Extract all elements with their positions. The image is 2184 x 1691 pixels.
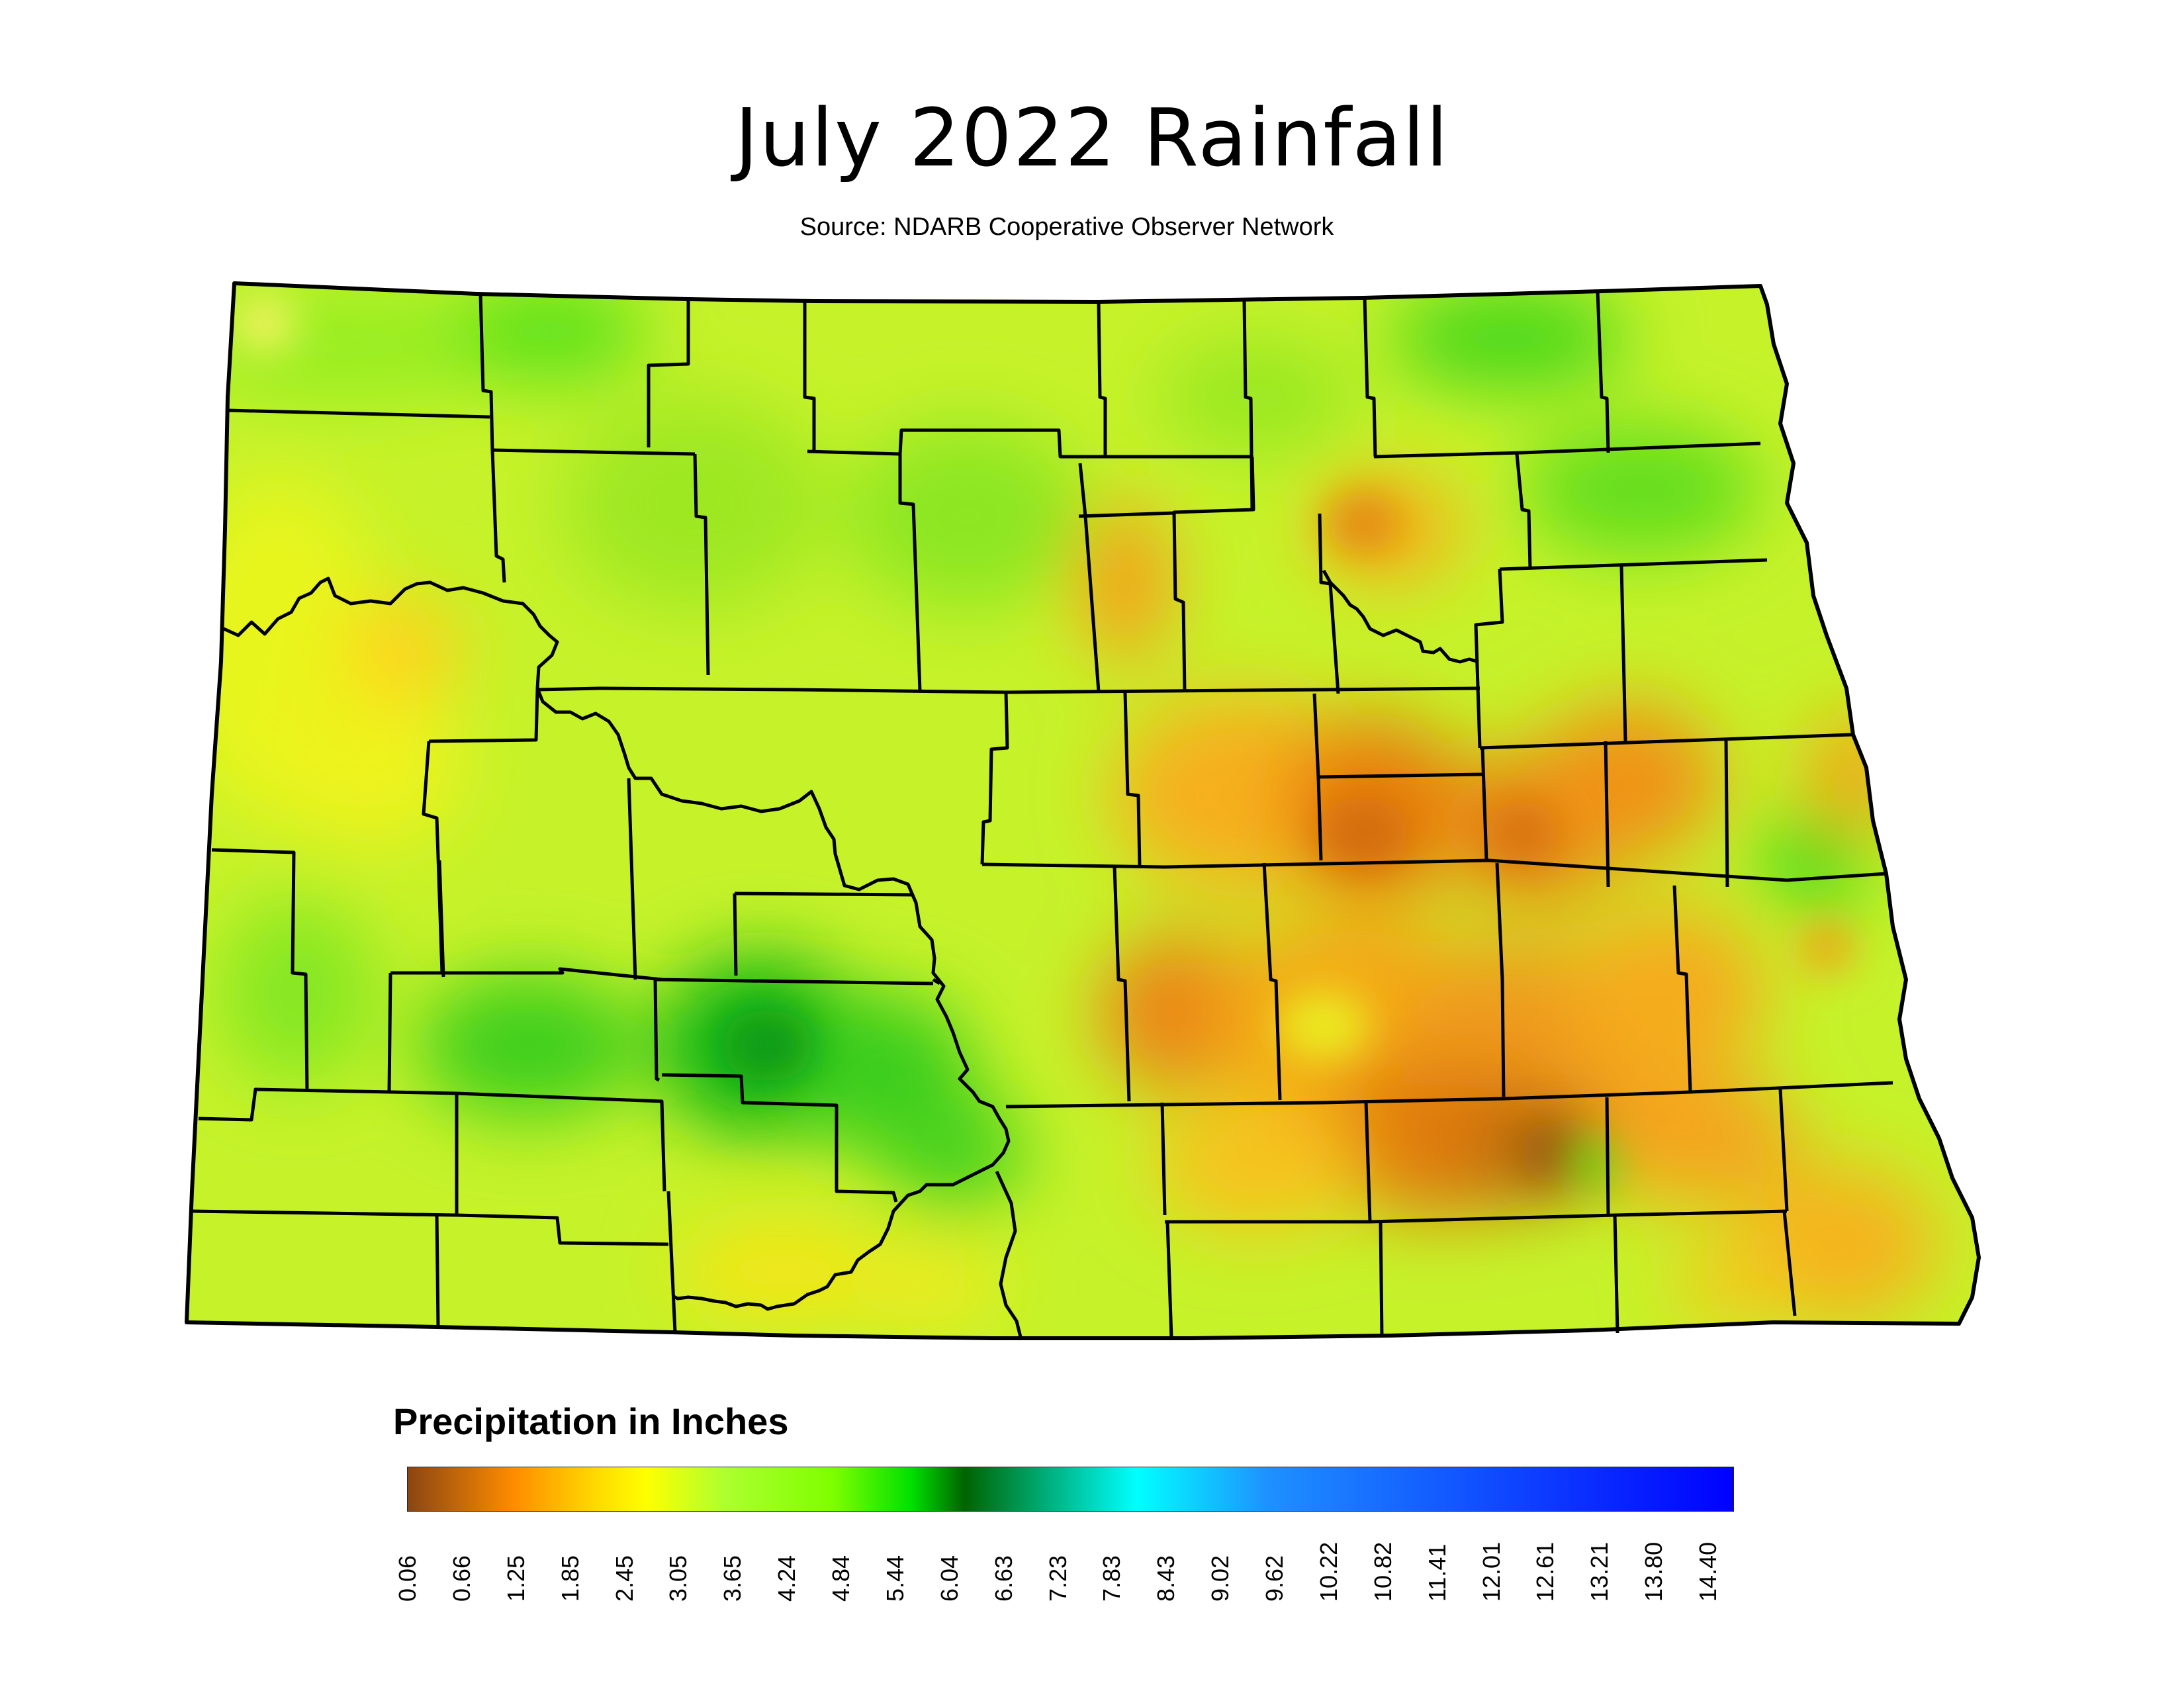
colorbar-tick-label: 10.82 xyxy=(1369,1541,1396,1602)
colorbar-tick-label: 6.04 xyxy=(935,1555,963,1602)
colorbar-tick-label: 9.02 xyxy=(1206,1555,1234,1602)
colorbar-tick-label: 0.06 xyxy=(394,1555,421,1602)
precipitation-colorbar xyxy=(407,1467,1734,1512)
colorbar-tick-label: 13.80 xyxy=(1640,1541,1668,1602)
colorbar-tick-label: 4.84 xyxy=(827,1555,854,1602)
colorbar-tick-label: 1.85 xyxy=(556,1555,584,1602)
colorbar-tick-label: 8.43 xyxy=(1152,1555,1180,1602)
colorbar-tick-label: 12.61 xyxy=(1531,1541,1559,1602)
colorbar-tick-label: 7.83 xyxy=(1098,1555,1126,1602)
colorbar-tick-label: 3.05 xyxy=(664,1555,692,1602)
map-title: July 2022 Rainfall xyxy=(735,93,1449,185)
colorbar-tick-label: 2.45 xyxy=(610,1555,638,1602)
colorbar-tick-label: 3.65 xyxy=(719,1555,747,1602)
colorbar-tick-label: 12.01 xyxy=(1477,1541,1505,1602)
colorbar-tick-label: 9.62 xyxy=(1261,1555,1288,1602)
colorbar-tick-label: 6.63 xyxy=(989,1555,1017,1602)
river-lines xyxy=(222,569,1479,1338)
colorbar-tick-label: 7.23 xyxy=(1044,1555,1071,1602)
colorbar-tick-label: 11.41 xyxy=(1423,1543,1451,1602)
colorbar-tick-label: 1.25 xyxy=(502,1555,529,1602)
precipitation-field xyxy=(187,283,1979,1338)
map-subtitle: Source: NDARB Cooperative Observer Netwo… xyxy=(799,213,1334,241)
county-boundaries xyxy=(185,281,1981,1340)
colorbar-tick-label: 4.24 xyxy=(773,1555,801,1602)
colorbar-tick-label: 10.22 xyxy=(1314,1541,1342,1602)
colorbar-tick-label: 0.66 xyxy=(447,1555,475,1602)
colorbar-tick-label: 14.40 xyxy=(1694,1541,1721,1602)
legend-title: Precipitation in Inches xyxy=(393,1400,789,1442)
colorbar-tick-label: 13.21 xyxy=(1586,1541,1614,1602)
colorbar-tick-label: 5.44 xyxy=(881,1555,909,1602)
